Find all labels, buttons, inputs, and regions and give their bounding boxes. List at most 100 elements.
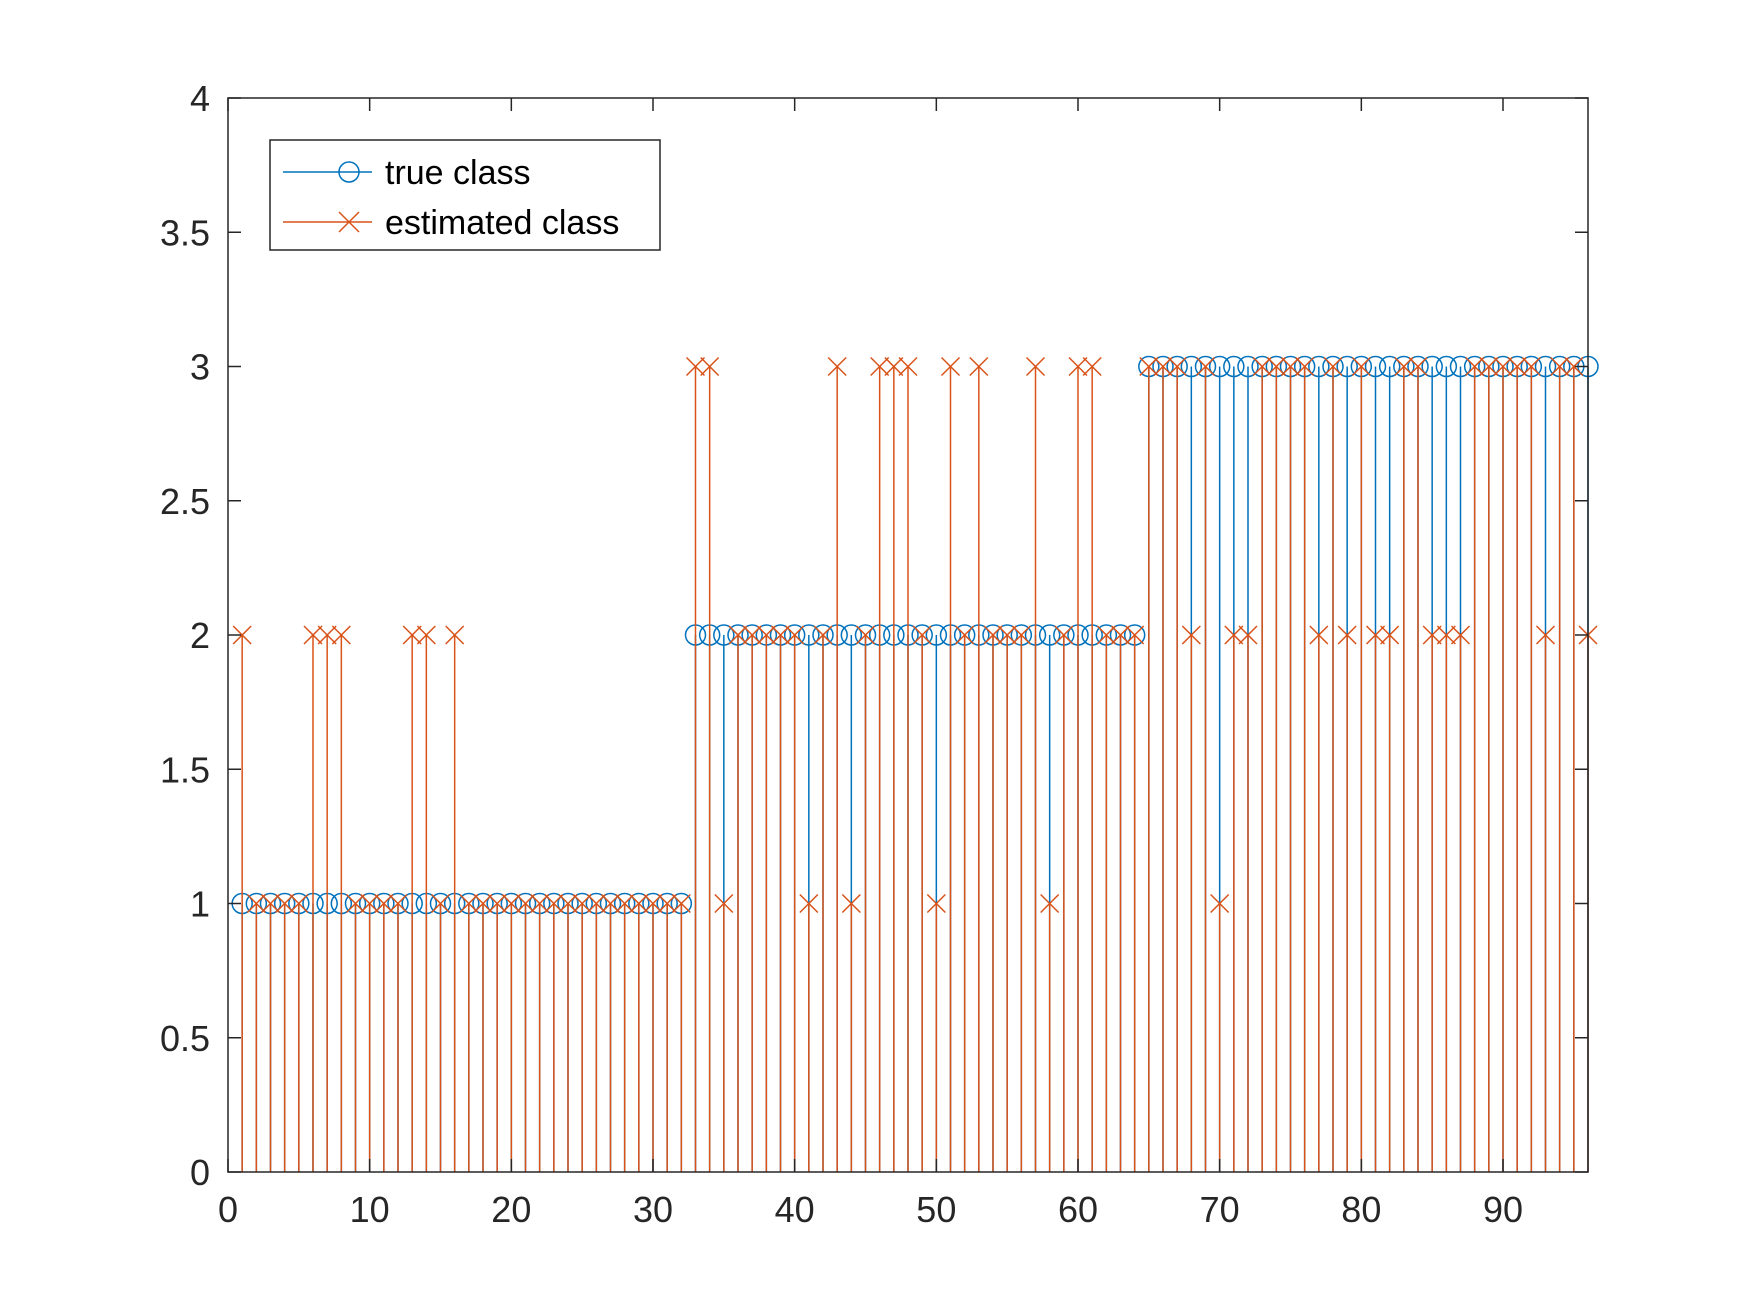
estimated-class-point-17 [459,893,479,914]
true-class-point-44 [840,624,863,646]
legend-estimated-class-marker [338,211,360,233]
estimated-class-point-24 [558,893,578,914]
estimated-class-point-82 [1380,625,1400,645]
estimated-class-point-13 [402,625,422,645]
estimated-class-point-78 [1323,356,1343,377]
estimated-class-point-33 [685,356,706,377]
estimated-class-point-46 [870,356,890,377]
y-tick-label-2.5: 2.5 [160,481,210,522]
estimated-class-point-54 [983,625,1003,645]
estimated-class-point-67 [1167,356,1187,377]
estimated-class-point-39 [770,625,791,645]
true-class-point-77 [1308,355,1330,378]
estimated-class-point-20 [501,893,521,914]
y-tick-label-1: 1 [190,884,210,925]
estimated-class-point-85 [1422,625,1442,645]
estimated-class-point-91 [1507,356,1527,377]
estimated-class-point-92 [1521,356,1541,377]
estimated-class-point-11 [374,893,394,914]
estimated-class-point-8 [331,625,351,645]
true-class-point-58 [1038,624,1061,646]
x-tick-label-90: 90 [1483,1189,1523,1230]
estimated-class-point-9 [345,893,366,914]
true-class-point-70 [1208,355,1231,378]
estimated-class-point-10 [360,893,380,914]
estimated-class-point-1 [232,625,252,645]
x-tick-label-0: 0 [218,1189,238,1230]
estimated-class-point-60 [1068,356,1088,377]
estimated-class-point-93 [1535,625,1556,645]
estimated-class-point-31 [657,893,677,914]
estimated-class-point-16 [445,625,465,645]
estimated-class-point-61 [1082,356,1102,377]
estimated-class-point-34 [700,356,720,377]
estimated-class-point-90 [1493,356,1513,377]
estimated-class-point-83 [1394,356,1414,377]
x-tick-label-60: 60 [1058,1189,1098,1230]
estimated-class-point-65 [1139,356,1159,377]
estimated-class-point-72 [1238,625,1258,645]
true-class-point-85 [1421,355,1443,378]
true-class-point-50 [925,624,948,646]
estimated-class-point-59 [1054,625,1074,645]
y-tick-label-2: 2 [190,615,210,656]
estimated-class-point-95 [1564,356,1584,377]
estimated-class-point-77 [1309,625,1329,645]
estimated-class-point-18 [473,893,493,914]
legend-box [269,139,661,251]
estimated-class-point-57 [1025,356,1046,377]
estimated-class-stems [232,356,1598,1172]
estimated-class-point-43 [827,356,847,377]
estimated-class-point-63 [1110,625,1131,645]
y-tick-label-3.5: 3.5 [160,212,210,253]
estimated-class-point-44 [841,893,861,914]
estimated-class-point-55 [997,625,1017,645]
estimated-class-point-64 [1125,625,1145,645]
y-tick-label-4: 4 [190,78,210,119]
estimated-class-point-27 [600,893,621,914]
true-class-point-86 [1435,355,1458,378]
true-class-point-72 [1237,355,1259,378]
estimated-class-point-35 [714,893,734,914]
estimated-class-point-25 [572,893,592,914]
estimated-class-point-89 [1479,356,1499,377]
estimated-class-point-7 [317,625,337,645]
x-tick-label-40: 40 [775,1189,815,1230]
estimated-class-point-48 [898,356,918,377]
estimated-class-point-5 [289,893,309,914]
estimated-class-point-53 [969,356,989,377]
true-class-point-71 [1223,355,1245,378]
legend: true class estimated class [269,139,661,251]
y-tick-label-0: 0 [190,1152,210,1193]
estimated-class-point-12 [388,893,408,914]
x-tick-label-30: 30 [633,1189,673,1230]
legend-true-class-marker [338,161,360,183]
estimated-class-point-23 [544,893,564,914]
estimated-class-point-4 [275,893,295,914]
x-tick-label-10: 10 [350,1189,390,1230]
estimated-class-point-80 [1351,356,1371,377]
x-tick-label-20: 20 [491,1189,531,1230]
estimated-class-point-21 [515,893,536,914]
true-class-point-87 [1449,355,1472,378]
y-tick-label-3: 3 [190,347,210,388]
true-class-point-35 [713,624,735,646]
x-tick-label-80: 80 [1341,1189,1381,1230]
estimated-class-point-58 [1040,893,1060,914]
estimated-class-point-47 [884,356,904,377]
estimated-class-point-75 [1280,356,1301,377]
estimated-class-point-52 [955,625,975,645]
axes: 0 10 20 30 40 50 60 70 80 90 0 0.5 1 1.5 2 2.5 3 3.5 4 [160,78,1589,1230]
estimated-class-point-69 [1195,356,1216,377]
estimated-class-point-76 [1295,356,1315,377]
estimated-class-point-45 [855,625,876,645]
estimated-class-point-79 [1337,625,1357,645]
estimated-class-point-37 [742,625,762,645]
estimated-class-point-50 [926,893,946,914]
y-tick-label-0.5: 0.5 [160,1018,210,1059]
estimated-class-point-3 [260,893,281,914]
estimated-class-point-68 [1181,625,1201,645]
estimated-class-point-66 [1153,356,1173,377]
estimated-class-point-62 [1096,625,1116,645]
